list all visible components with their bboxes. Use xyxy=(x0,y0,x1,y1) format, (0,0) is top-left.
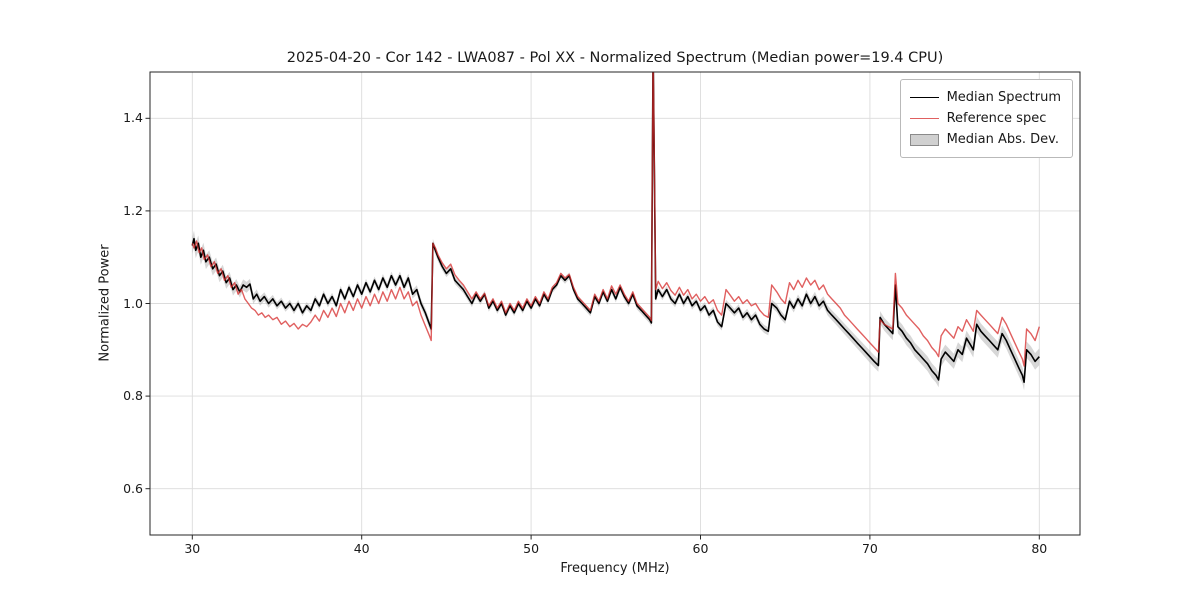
axis-ticks xyxy=(145,117,1040,540)
legend-label: Reference spec xyxy=(946,111,1047,126)
reference-spec-line xyxy=(191,72,1040,367)
y-tick-label: 1.0 xyxy=(123,295,143,311)
legend-label: Median Abs. Dev. xyxy=(946,132,1060,147)
legend-item-mad: Median Abs. Dev. xyxy=(909,129,1061,150)
chart-title: 2025-04-20 - Cor 142 - LWA087 - Pol XX -… xyxy=(286,50,944,66)
legend-item-reference-spec: Reference spec xyxy=(909,108,1061,129)
mad-patch-sample-icon xyxy=(909,133,939,146)
y-tick-label: 0.8 xyxy=(123,388,143,404)
reference-line-sample-icon xyxy=(909,118,939,119)
legend-item-median-spectrum: Median Spectrum xyxy=(909,87,1061,108)
legend-label: Median Spectrum xyxy=(946,90,1061,105)
x-tick-label: 40 xyxy=(353,541,370,556)
y-tick-label: 0.6 xyxy=(123,480,143,496)
x-tick-label: 60 xyxy=(692,541,709,556)
y-tick-label: 1.2 xyxy=(123,202,143,218)
median-line-sample-icon xyxy=(909,97,939,98)
x-tick-label: 80 xyxy=(1031,541,1048,556)
x-axis-label: Frequency (MHz) xyxy=(560,561,670,576)
y-tick-label: 1.4 xyxy=(123,110,143,126)
x-tick-label: 50 xyxy=(523,541,540,556)
median-spectrum-line xyxy=(191,72,1040,383)
x-tick-label: 70 xyxy=(861,541,878,556)
legend: Median Spectrum Reference spec Median Ab… xyxy=(899,79,1073,158)
x-tick-label: 30 xyxy=(184,541,201,556)
